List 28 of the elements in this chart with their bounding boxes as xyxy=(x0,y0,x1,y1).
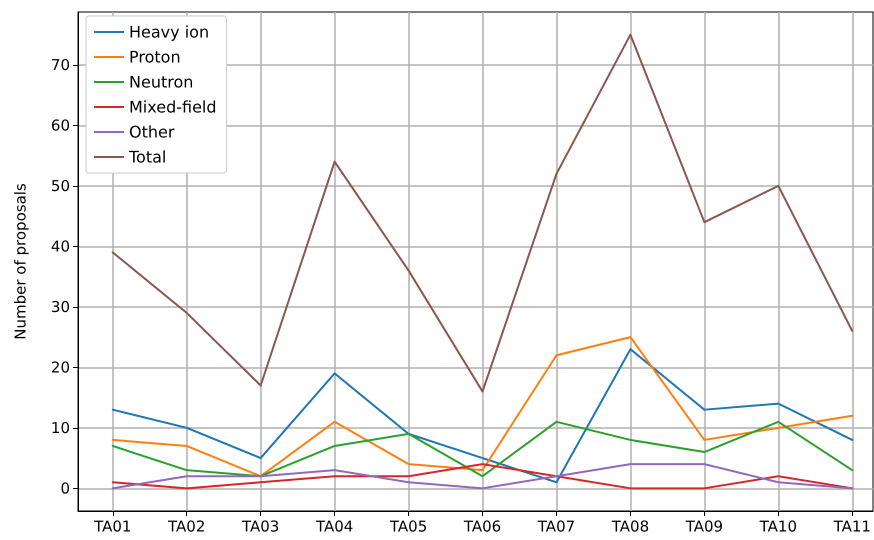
x-tick-label: TA06 xyxy=(462,518,502,536)
x-tick-label: TA04 xyxy=(314,518,354,536)
x-tick-label: TA03 xyxy=(240,518,280,536)
legend-label: Other xyxy=(129,122,175,142)
y-tick-label: 30 xyxy=(50,298,70,316)
legend-label: Total xyxy=(128,148,166,166)
y-tick-label: 50 xyxy=(50,176,70,195)
y-axis-title: Number of proposals xyxy=(12,183,30,340)
y-tick-label: 20 xyxy=(50,358,70,376)
y-tick-label: 40 xyxy=(50,237,70,256)
legend-label: Proton xyxy=(129,48,181,66)
y-tick-label: 60 xyxy=(50,116,70,134)
y-tick-label: 10 xyxy=(50,418,70,437)
x-tick-label: TA01 xyxy=(93,518,132,536)
line-series xyxy=(112,420,854,478)
line-series xyxy=(112,463,854,490)
x-tick-label: TA08 xyxy=(610,518,650,536)
y-tick-label: 70 xyxy=(50,56,70,74)
x-tick-label: TA11 xyxy=(832,518,871,536)
x-tick-label: TA07 xyxy=(536,518,576,536)
legend-label: Neutron xyxy=(129,72,194,92)
x-tick-label: TA02 xyxy=(167,518,206,536)
x-tick-label: TA09 xyxy=(684,518,724,536)
y-tick-label: 0 xyxy=(60,479,70,498)
legend-label: Mixed-field xyxy=(129,98,217,116)
x-tick-label: TA10 xyxy=(758,518,798,536)
legend-label: Heavy ion xyxy=(129,22,210,42)
x-tick-label: TA05 xyxy=(388,518,428,536)
